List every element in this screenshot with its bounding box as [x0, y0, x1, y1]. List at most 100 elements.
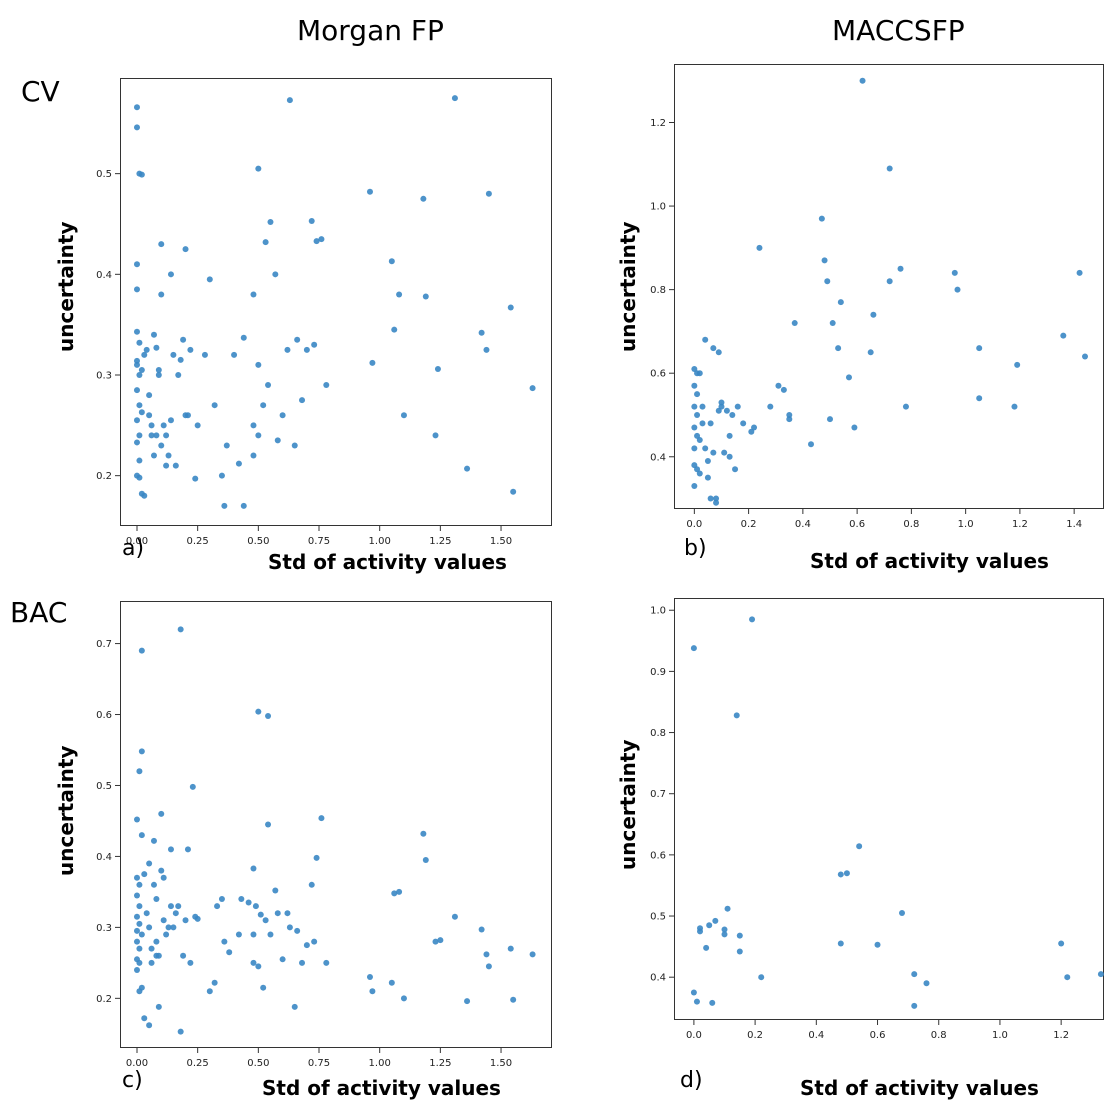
- data-point: [255, 165, 262, 172]
- data-point: [699, 403, 706, 410]
- x-tick-label: 0.50: [247, 1058, 269, 1069]
- data-point: [138, 409, 145, 416]
- data-point: [158, 810, 165, 817]
- data-point: [133, 874, 140, 881]
- data-point: [690, 989, 697, 996]
- data-point: [391, 326, 398, 333]
- data-point: [388, 979, 395, 986]
- x-axis-label-a: Std of activity values: [268, 550, 507, 574]
- data-point: [826, 416, 833, 423]
- data-point: [231, 351, 238, 358]
- data-point: [710, 345, 717, 352]
- x-tick-label: 0.0: [686, 1030, 702, 1041]
- data-point: [286, 924, 293, 931]
- panel-letter-c: c): [122, 1068, 143, 1093]
- data-point: [274, 437, 281, 444]
- y-tick-label: 1.2: [650, 118, 666, 129]
- data-point: [143, 910, 150, 917]
- data-point: [976, 395, 983, 402]
- data-point: [182, 917, 189, 924]
- data-point: [255, 432, 262, 439]
- data-point: [172, 462, 179, 469]
- data-point: [133, 124, 140, 131]
- data-point: [255, 708, 262, 715]
- data-point: [153, 432, 160, 439]
- data-point: [133, 417, 140, 424]
- data-point: [1097, 971, 1104, 978]
- data-point: [870, 311, 877, 318]
- data-point: [1076, 269, 1083, 276]
- data-point: [699, 420, 706, 427]
- data-point: [837, 299, 844, 306]
- panel-letter-b: b): [684, 536, 707, 561]
- data-point: [400, 995, 407, 1002]
- data-point: [150, 837, 157, 844]
- data-point: [189, 783, 196, 790]
- data-point: [690, 645, 697, 652]
- data-point: [136, 402, 143, 409]
- data-point: [160, 422, 167, 429]
- data-point: [262, 239, 269, 246]
- data-point: [299, 397, 306, 404]
- data-point: [158, 291, 165, 298]
- data-point: [262, 917, 269, 924]
- data-point: [194, 422, 201, 429]
- data-point: [837, 871, 844, 878]
- data-point: [715, 349, 722, 356]
- data-point: [265, 382, 272, 389]
- data-point: [740, 420, 747, 427]
- data-point: [160, 874, 167, 881]
- data-point: [133, 966, 140, 973]
- data-point: [308, 217, 315, 224]
- data-point: [184, 846, 191, 853]
- data-point: [167, 846, 174, 853]
- data-point: [192, 475, 199, 482]
- data-point: [691, 403, 698, 410]
- data-point: [240, 334, 247, 341]
- data-point: [313, 854, 320, 861]
- data-point: [420, 195, 427, 202]
- data-point: [434, 365, 441, 372]
- data-point: [691, 382, 698, 389]
- data-point: [786, 416, 793, 423]
- data-point: [146, 392, 153, 399]
- data-point: [184, 412, 191, 419]
- data-point: [255, 963, 262, 970]
- data-point: [323, 959, 330, 966]
- data-point: [829, 320, 836, 327]
- data-point: [155, 1003, 162, 1010]
- data-point: [756, 244, 763, 251]
- y-tick-label: 0.4: [650, 452, 666, 463]
- data-point: [150, 331, 157, 338]
- data-point: [141, 492, 148, 499]
- data-point: [138, 931, 145, 938]
- data-point: [437, 937, 444, 944]
- data-point: [187, 346, 194, 353]
- data-point: [172, 910, 179, 917]
- data-point: [267, 218, 274, 225]
- data-point: [824, 278, 831, 285]
- data-point: [313, 238, 320, 245]
- data-point: [250, 291, 257, 298]
- data-point: [267, 931, 274, 938]
- data-point: [721, 931, 728, 938]
- data-point: [136, 881, 143, 888]
- data-point: [697, 928, 704, 935]
- data-point: [260, 402, 267, 409]
- data-point: [133, 328, 140, 335]
- data-point: [167, 903, 174, 910]
- data-point: [1011, 403, 1018, 410]
- data-point: [724, 905, 731, 912]
- data-point: [250, 422, 257, 429]
- data-point: [182, 246, 189, 253]
- data-point: [723, 407, 730, 414]
- y-axis-label-b: uncertainty: [616, 221, 640, 352]
- data-point: [218, 472, 225, 479]
- data-point: [710, 449, 717, 456]
- data-point: [146, 1022, 153, 1029]
- x-tick-label: 0.25: [187, 536, 209, 547]
- data-point: [780, 386, 787, 393]
- data-point: [284, 346, 291, 353]
- data-point: [133, 913, 140, 920]
- data-point: [294, 927, 301, 934]
